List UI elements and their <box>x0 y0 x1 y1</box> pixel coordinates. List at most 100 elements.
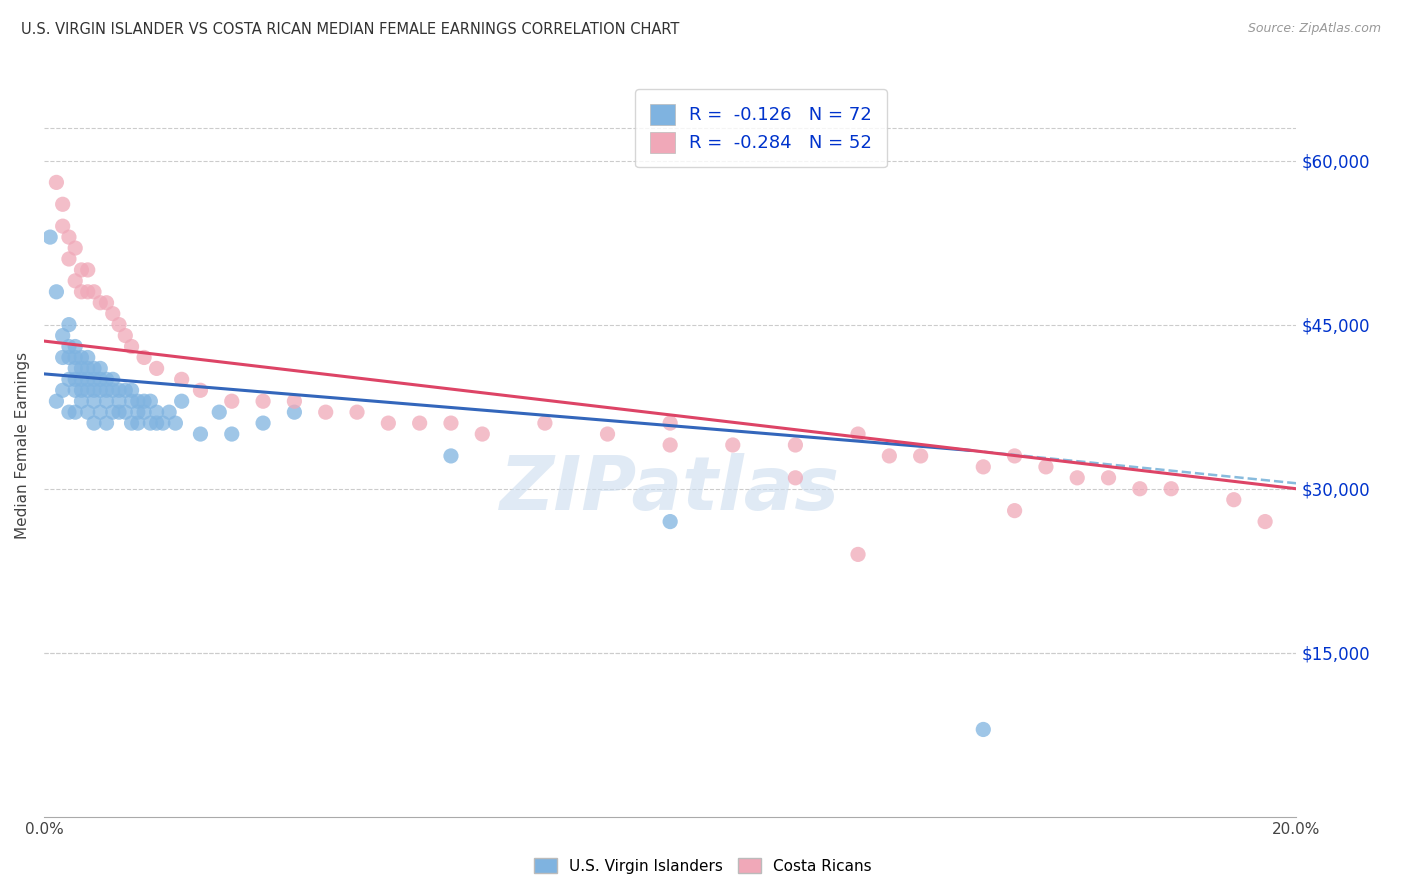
Point <box>114 328 136 343</box>
Point <box>972 723 994 737</box>
Point <box>408 416 430 430</box>
Point <box>70 351 93 365</box>
Point <box>114 405 136 419</box>
Point <box>659 515 682 529</box>
Point <box>721 438 744 452</box>
Point <box>76 384 98 398</box>
Point <box>45 285 67 299</box>
Point <box>170 372 193 386</box>
Point <box>152 416 174 430</box>
Point <box>89 405 111 419</box>
Point <box>659 416 682 430</box>
Point <box>83 285 105 299</box>
Y-axis label: Median Female Earnings: Median Female Earnings <box>15 351 30 539</box>
Point <box>63 351 86 365</box>
Point <box>52 384 75 398</box>
Point <box>145 361 167 376</box>
Point <box>101 307 124 321</box>
Point <box>58 351 80 365</box>
Point <box>252 416 274 430</box>
Point <box>132 351 155 365</box>
Point <box>315 405 337 419</box>
Point <box>1129 482 1152 496</box>
Point <box>1097 471 1119 485</box>
Point <box>83 384 105 398</box>
Point <box>39 230 62 244</box>
Point <box>972 459 994 474</box>
Point <box>52 197 75 211</box>
Point <box>76 285 98 299</box>
Point <box>121 394 143 409</box>
Point <box>145 416 167 430</box>
Point <box>440 416 463 430</box>
Point <box>101 384 124 398</box>
Point <box>70 285 93 299</box>
Point <box>121 339 143 353</box>
Point <box>89 384 111 398</box>
Point <box>1035 459 1057 474</box>
Point <box>377 416 399 430</box>
Point <box>70 263 93 277</box>
Point <box>52 219 75 234</box>
Point <box>96 295 118 310</box>
Point <box>63 339 86 353</box>
Point <box>58 339 80 353</box>
Point <box>132 394 155 409</box>
Point <box>121 416 143 430</box>
Point <box>170 394 193 409</box>
Point <box>89 372 111 386</box>
Point <box>58 230 80 244</box>
Point <box>96 394 118 409</box>
Point <box>139 394 162 409</box>
Point <box>58 372 80 386</box>
Point <box>846 427 869 442</box>
Point <box>70 372 93 386</box>
Point <box>846 548 869 562</box>
Point <box>70 361 93 376</box>
Point <box>127 394 149 409</box>
Point <box>101 372 124 386</box>
Point <box>96 384 118 398</box>
Point <box>1160 482 1182 496</box>
Point <box>58 252 80 266</box>
Text: ZIPatlas: ZIPatlas <box>501 453 841 526</box>
Point <box>76 372 98 386</box>
Point <box>70 394 93 409</box>
Point <box>45 394 67 409</box>
Point <box>785 438 807 452</box>
Point <box>127 416 149 430</box>
Point <box>1004 503 1026 517</box>
Point <box>208 405 231 419</box>
Point <box>83 372 105 386</box>
Point <box>127 405 149 419</box>
Point <box>83 394 105 409</box>
Point <box>76 361 98 376</box>
Point <box>132 405 155 419</box>
Point <box>96 416 118 430</box>
Point <box>1223 492 1246 507</box>
Point <box>1066 471 1088 485</box>
Point <box>145 405 167 419</box>
Point <box>108 318 131 332</box>
Point <box>190 384 212 398</box>
Point <box>83 361 105 376</box>
Text: Source: ZipAtlas.com: Source: ZipAtlas.com <box>1247 22 1381 36</box>
Point <box>89 361 111 376</box>
Point <box>659 438 682 452</box>
Point <box>596 427 619 442</box>
Point <box>190 427 212 442</box>
Point <box>1254 515 1277 529</box>
Point <box>157 405 180 419</box>
Point <box>221 427 243 442</box>
Point <box>1004 449 1026 463</box>
Point <box>45 175 67 189</box>
Point <box>221 394 243 409</box>
Point <box>108 405 131 419</box>
Point <box>70 384 93 398</box>
Point <box>63 274 86 288</box>
Point <box>89 295 111 310</box>
Point <box>283 405 305 419</box>
Point <box>96 372 118 386</box>
Point <box>76 351 98 365</box>
Point <box>108 394 131 409</box>
